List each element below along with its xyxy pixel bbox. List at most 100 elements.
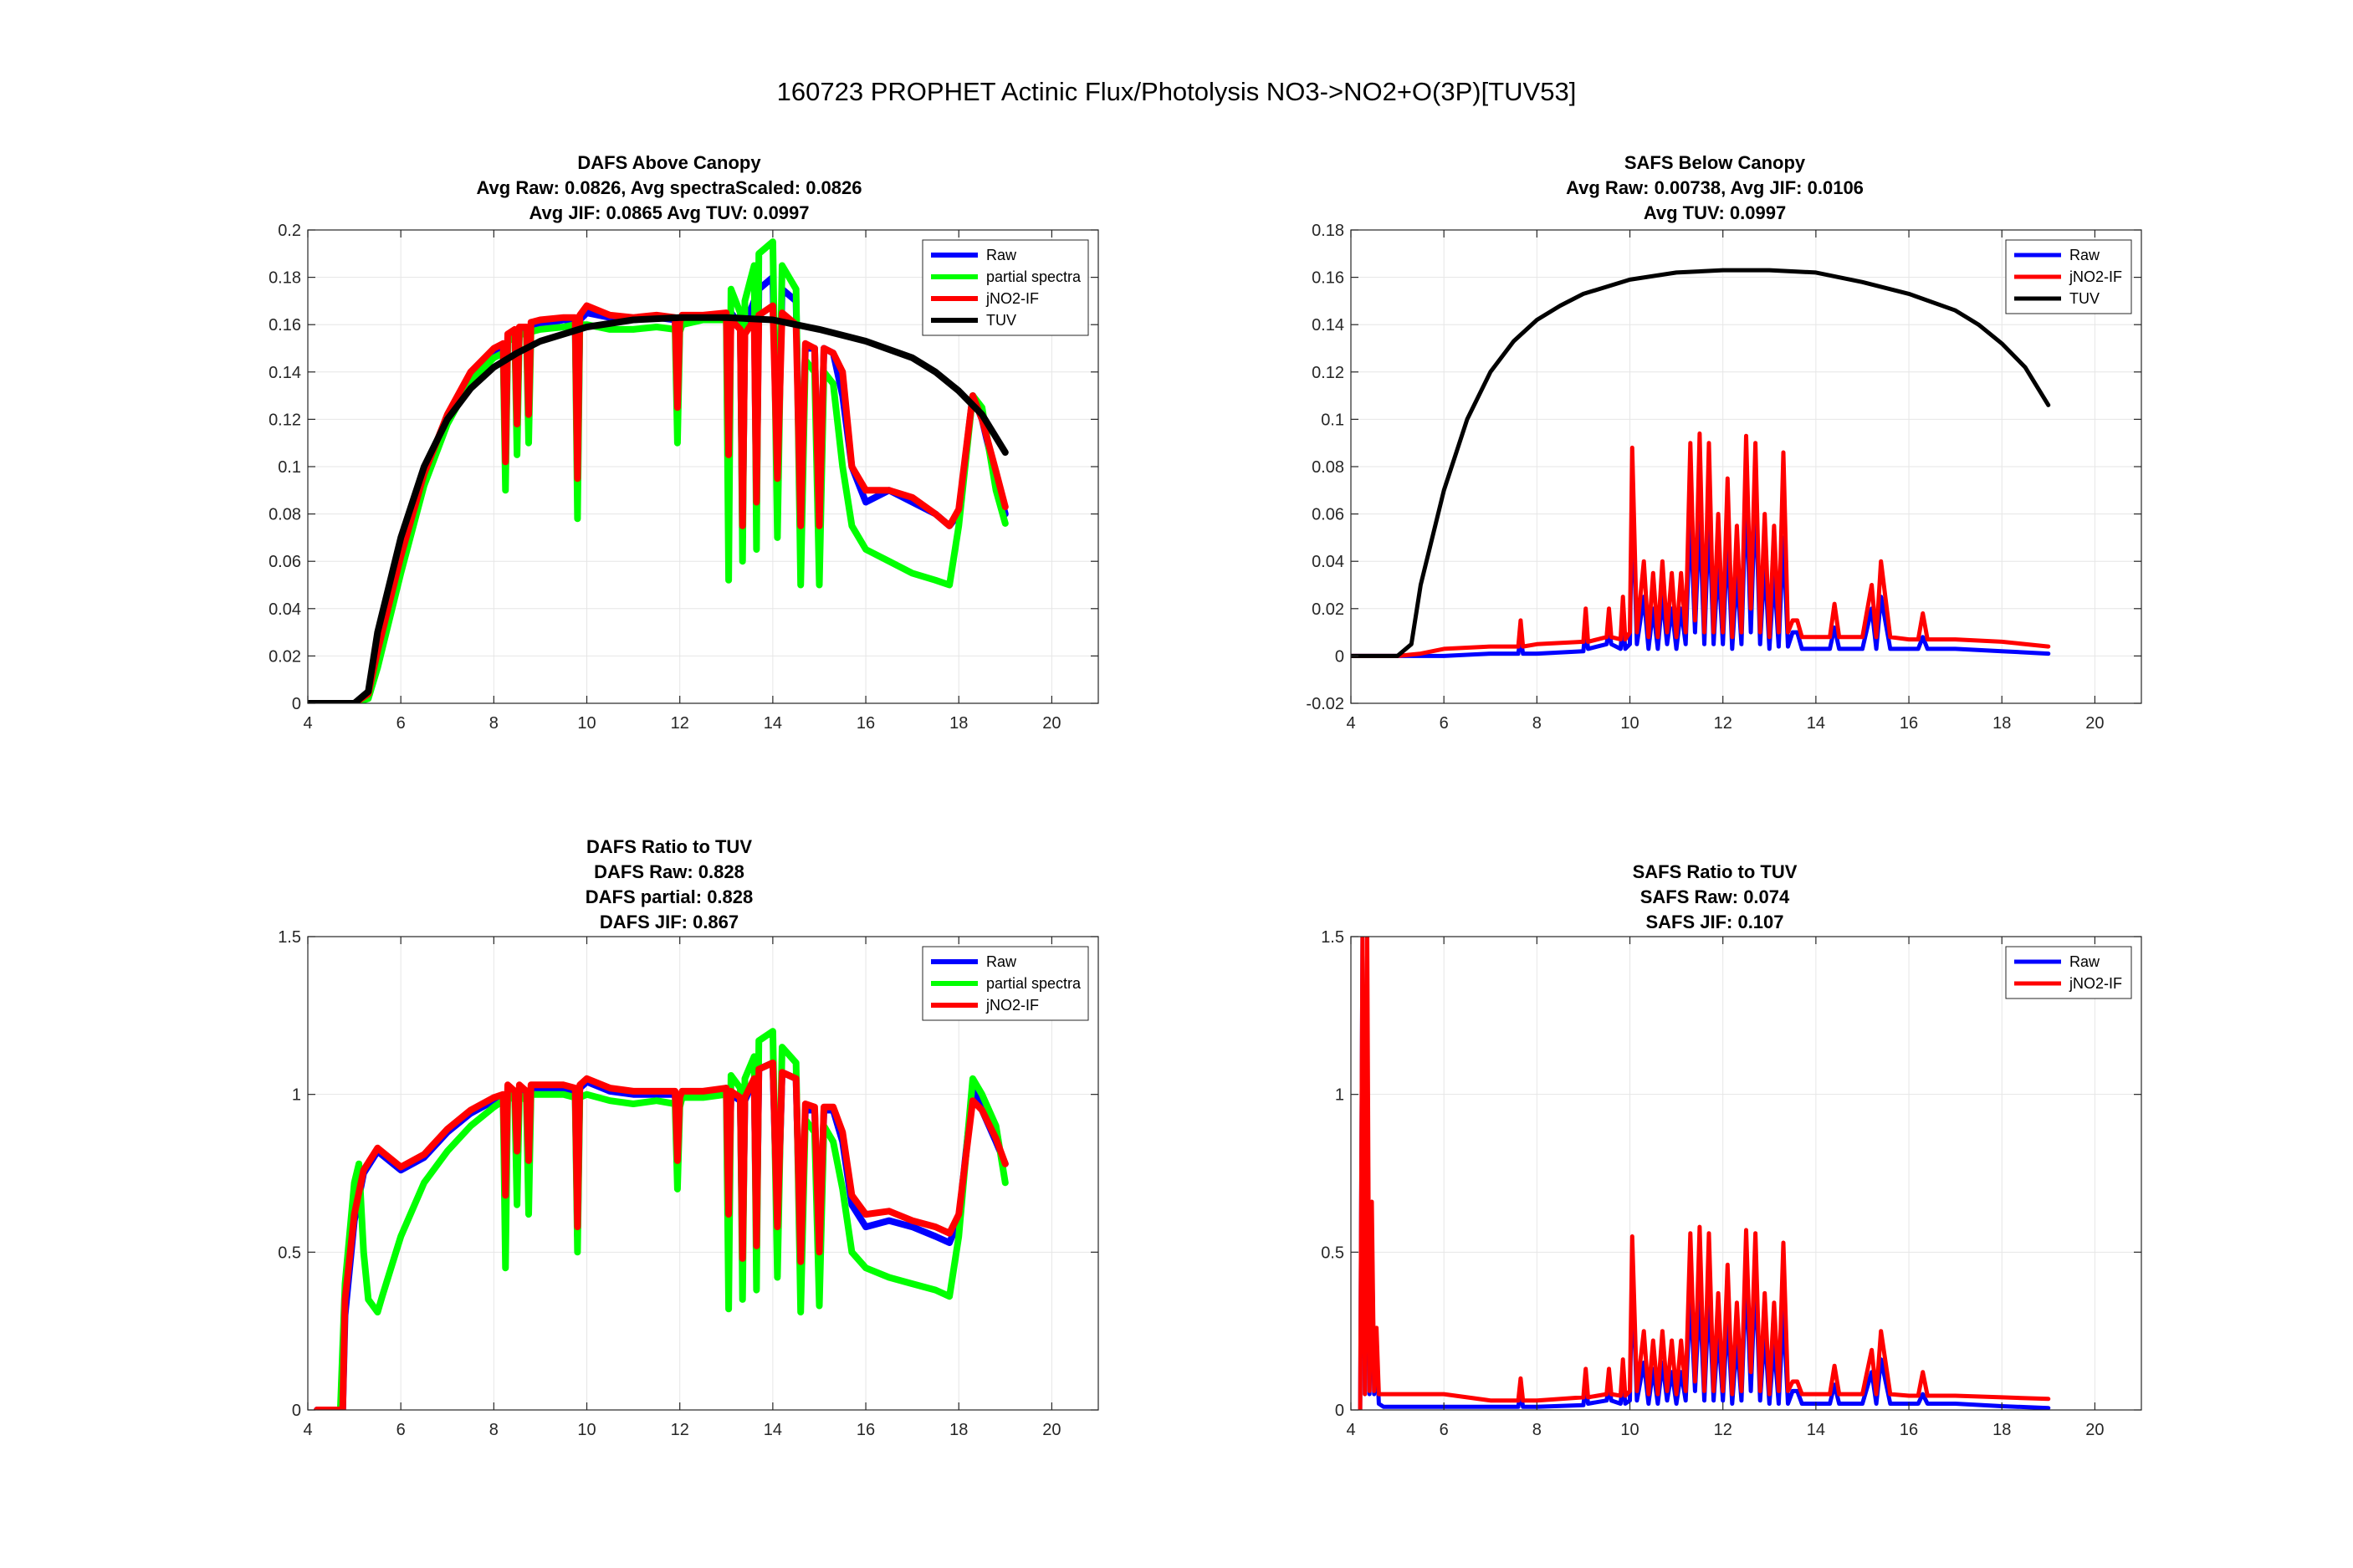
y-tick-label: 0.06 [1312,506,1344,524]
chart-p1: 4 6 8 10 12 14 16 18 20 0 0.02 0.04 0.06 0.08 0.1 0.12 0… [269,222,1099,733]
legend-label: Raw [2069,953,2100,970]
y-tick-label: 0.18 [1312,222,1344,240]
x-tick-label: 10 [1620,1421,1639,1439]
x-tick-label: 12 [671,1421,689,1439]
legend-label: TUV [986,312,1016,329]
panel-title-line: SAFS Ratio to TUV [1632,861,1798,882]
y-tick-label: 0.02 [269,647,301,666]
legend-label: Raw [986,953,1017,970]
x-tick-label: 16 [1900,714,1918,733]
x-tick-label: 14 [764,1421,782,1439]
axes-box [307,936,1099,1411]
x-tick-label: 6 [1440,714,1449,733]
y-tick-label: 0.06 [269,553,301,571]
legend-label: jNO2-IF [985,997,1039,1014]
panel-title-line: SAFS JIF: 0.107 [1645,912,1784,932]
x-tick-label: 6 [396,714,406,733]
legend-label: Raw [986,247,1017,263]
series-line-jno2 [314,1059,1009,1410]
y-tick-label: 1.5 [1321,928,1344,947]
panel-title-line: Avg Raw: 0.00738, Avg JIF: 0.0106 [1566,177,1864,198]
x-tick-label: 18 [1992,714,2011,733]
panel-title-line: DAFS partial: 0.828 [585,886,754,907]
y-tick-label: 0 [292,1402,301,1420]
panel-title-line: SAFS Raw: 0.074 [1639,886,1790,907]
y-tick-label: 0.16 [269,316,301,335]
y-tick-label: 0 [292,695,301,713]
x-tick-label: 6 [1440,1421,1449,1439]
axes-box [1350,936,2142,1411]
y-tick-label: 0 [1335,647,1344,666]
panel-title-dafs-above: DAFS Above Canopy Avg Raw: 0.0826, Avg s… [272,151,1067,226]
x-tick-label: 4 [303,1421,312,1439]
x-tick-label: 14 [1807,714,1825,733]
plot-area [1351,937,2141,1410]
series-group [314,1028,1009,1410]
panel-title-safs-ratio: SAFS Ratio to TUV SAFS Raw: 0.074 SAFS J… [1317,860,2112,935]
y-tick-label: -0.02 [1306,695,1344,713]
x-tick-label: 8 [489,714,499,733]
chart-p4: 4 6 8 10 12 14 16 18 20 0 0.5 1 1.5 Raw jNO2-IF [1321,928,2142,1439]
y-tick-label: 1 [292,1086,301,1105]
y-tick-label: 0.14 [269,364,301,382]
series-line-jno2 [1358,937,2051,1410]
y-tick-label: 0.12 [1312,364,1344,382]
y-tick-label: 0.16 [1312,269,1344,288]
x-tick-label: 8 [1532,1421,1542,1439]
x-tick-label: 8 [1532,714,1542,733]
legend-label: partial spectra [986,975,1082,992]
legend-label: Raw [2069,247,2100,263]
legend-label: jNO2-IF [2069,975,2122,992]
panel-title-line: Avg TUV: 0.0997 [1643,202,1787,223]
y-tick-label: 0.1 [1321,411,1344,429]
x-tick-label: 8 [489,1421,499,1439]
y-tick-label: 0.08 [1312,458,1344,477]
x-tick-label: 16 [857,1421,875,1439]
series-line-tuv [308,314,1009,703]
x-tick-label: 4 [1346,714,1355,733]
panel-title-line: DAFS Above Canopy [577,152,761,173]
x-tick-label: 14 [1807,1421,1825,1439]
series-group [1351,268,2051,658]
panel-title-line: DAFS Raw: 0.828 [594,861,744,882]
panel-title-line: Avg JIF: 0.0865 Avg TUV: 0.0997 [529,202,810,223]
x-tick-label: 10 [1620,714,1639,733]
chart-p3: 4 6 8 10 12 14 16 18 20 0 0.5 1 1.5 Raw partial spectr… [278,928,1099,1439]
y-tick-label: 0.5 [1321,1244,1344,1262]
y-tick-label: 0.12 [269,411,301,429]
y-tick-label: 0.04 [269,600,301,619]
series-line-raw [1351,488,2051,658]
x-tick-label: 18 [949,1421,968,1439]
x-tick-label: 20 [2085,1421,2104,1439]
series-group [1358,937,2051,1410]
x-tick-label: 12 [1714,714,1732,733]
x-tick-label: 14 [764,714,782,733]
panel-title-line: DAFS JIF: 0.867 [599,912,739,932]
x-tick-label: 4 [303,714,312,733]
y-tick-label: 0 [1335,1402,1344,1420]
x-tick-label: 10 [577,1421,596,1439]
y-tick-label: 1.5 [278,928,301,947]
x-tick-label: 16 [1900,1421,1918,1439]
x-tick-label: 12 [671,714,689,733]
panel-title-line: DAFS Ratio to TUV [586,836,752,857]
chart-p2: 4 6 8 10 12 14 16 18 20 -0.02 0 0.02 0.04 0.06 0.08 0.1… [1306,222,2142,733]
panel-title-line: SAFS Below Canopy [1624,152,1806,173]
legend-label: TUV [2069,290,2100,307]
y-tick-label: 1 [1335,1086,1344,1105]
y-tick-label: 0.14 [1312,316,1344,335]
x-tick-label: 18 [1992,1421,2011,1439]
series-group [308,238,1009,703]
legend-box [2005,946,2132,999]
y-tick-label: 0.04 [1312,553,1344,571]
legend-label: jNO2-IF [2069,268,2122,285]
legend: Raw partial spectra jNO2-IF TUV [922,239,1089,336]
legend-label: jNO2-IF [985,290,1039,307]
legend: Raw partial spectra jNO2-IF [922,946,1089,1021]
figure-title: 160723 PROPHET Actinic Flux/Photolysis N… [776,77,1577,106]
x-tick-label: 4 [1346,1421,1355,1439]
panel-title-safs-below: SAFS Below Canopy Avg Raw: 0.00738, Avg … [1317,151,2112,226]
y-tick-label: 0.5 [278,1244,301,1262]
